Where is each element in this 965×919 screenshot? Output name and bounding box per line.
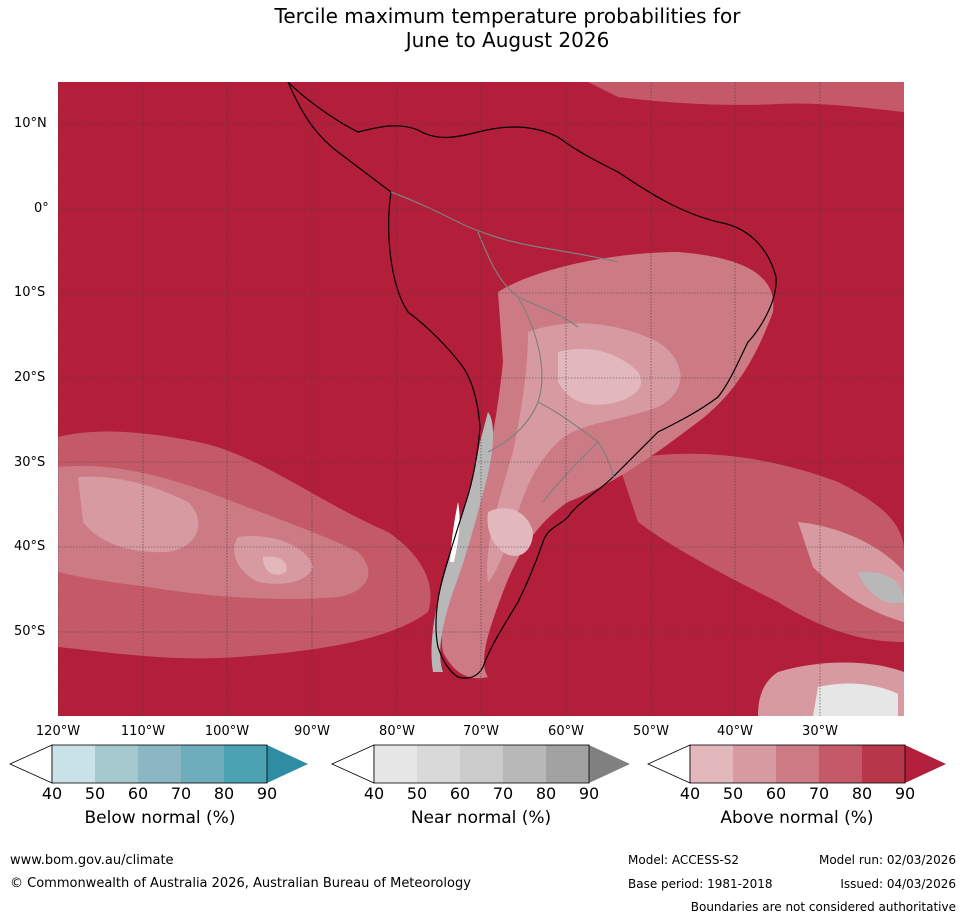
map-canvas xyxy=(57,81,904,716)
country-borders xyxy=(390,191,619,503)
lat-tick-4: 30°S xyxy=(14,455,46,470)
cbar-above-tick-3: 70 xyxy=(808,784,830,803)
title-line-2: June to August 2026 xyxy=(405,28,610,52)
cbar-near-tick-0: 40 xyxy=(363,784,385,803)
cbar-above-frame xyxy=(689,744,906,784)
south-atlantic-near-70 xyxy=(858,571,904,604)
lon-tick-9: 30°W xyxy=(802,724,838,739)
cbar-below-tick-0: 40 xyxy=(41,784,63,803)
cbar-near-tick-2: 60 xyxy=(449,784,471,803)
footer-base-period: Base period: 1981-2018 xyxy=(628,877,773,891)
lon-tick-5: 70°W xyxy=(463,724,499,739)
cbar-above-swatch-4 xyxy=(819,745,862,783)
lon-tick-6: 60°W xyxy=(548,724,584,739)
cbar-near-swatch-3 xyxy=(460,745,503,783)
footer-model: Model: ACCESS-S2 xyxy=(628,853,740,867)
southern-ocean-near-50 xyxy=(813,683,898,716)
cbar-below-tick-3: 70 xyxy=(170,784,192,803)
colorbar-below-normal xyxy=(9,744,308,784)
cbar-near-frame xyxy=(373,744,590,784)
lat-tick-3: 20°S xyxy=(14,370,46,385)
lon-tick-4: 80°W xyxy=(379,724,415,739)
cbar-below-swatch-5 xyxy=(224,745,267,783)
cbar-near-swatch-6 xyxy=(589,745,630,783)
cbar-above-tick-2: 60 xyxy=(765,784,787,803)
map-title: Tercile maximum temperature probabilitie… xyxy=(0,4,965,52)
lat-tick-2: 10°S xyxy=(14,285,46,300)
footer-model-run: Model run: 02/03/2026 xyxy=(818,853,956,867)
colorbar-near-normal xyxy=(331,744,630,784)
cbar-near-swatch-0 xyxy=(331,744,375,784)
cbar-above-tick-1: 50 xyxy=(722,784,744,803)
lon-tick-0: 120°W xyxy=(35,724,81,739)
lat-tick-6: 50°S xyxy=(14,624,46,639)
probability-map xyxy=(57,81,904,716)
cbar-below-label: Below normal (%) xyxy=(84,808,236,828)
cbar-above-tick-5: 90 xyxy=(894,784,916,803)
cbar-above-tick-4: 80 xyxy=(851,784,873,803)
south-atlantic-above-70 xyxy=(618,453,904,642)
cbar-below-swatch-2 xyxy=(95,745,138,783)
south-america-interior-above-60 xyxy=(441,252,774,679)
patagonia-above-40 xyxy=(487,508,533,556)
cbar-near-swatch-5 xyxy=(546,745,589,783)
pacific-region-above-50-west xyxy=(78,476,199,553)
cbar-below-tick-2: 60 xyxy=(127,784,149,803)
cbar-below-swatch-6 xyxy=(267,745,308,783)
cbar-near-tick-3: 70 xyxy=(492,784,514,803)
cbar-near-tick-4: 80 xyxy=(535,784,557,803)
cbar-near-tick-5: 90 xyxy=(578,784,600,803)
north-atlantic-above-70 xyxy=(588,82,904,112)
cbar-below-tick-4: 80 xyxy=(213,784,235,803)
cbar-above-swatch-3 xyxy=(776,745,819,783)
lat-tick-0: 10°N xyxy=(14,116,47,131)
cbar-near-swatch-4 xyxy=(503,745,546,783)
cbar-above-label: Above normal (%) xyxy=(720,808,874,828)
cbar-above-swatch-1 xyxy=(690,745,733,783)
lon-tick-7: 50°W xyxy=(633,724,669,739)
cbar-above-swatch-0 xyxy=(647,744,691,784)
cbar-above-swatch-5 xyxy=(862,745,905,783)
cbar-above-swatch-2 xyxy=(733,745,776,783)
cbar-below-swatch-0 xyxy=(9,744,53,784)
colorbar-above-normal xyxy=(647,744,946,784)
lat-tick-1: 0° xyxy=(34,201,49,216)
south-america-interior-above-40 xyxy=(558,348,642,405)
andes-near-normal-strip xyxy=(431,412,494,672)
cbar-above-swatch-6 xyxy=(905,745,946,783)
cbar-near-swatch-2 xyxy=(417,745,460,783)
footer-website[interactable]: www.bom.gov.au/climate xyxy=(10,853,174,868)
cbar-near-tick-1: 50 xyxy=(406,784,428,803)
pacific-region-above-40 xyxy=(263,556,287,575)
footer-disclaimer: Boundaries are not considered authoritat… xyxy=(690,900,956,914)
cbar-near-swatch-1 xyxy=(374,745,417,783)
lon-tick-8: 40°W xyxy=(717,724,753,739)
lat-tick-5: 40°S xyxy=(14,539,46,554)
cbar-near-label: Near normal (%) xyxy=(410,808,552,828)
cbar-below-swatch-1 xyxy=(52,745,95,783)
footer-copyright: © Commonwealth of Australia 2026, Austra… xyxy=(10,876,471,891)
lon-tick-1: 110°W xyxy=(120,724,166,739)
coastline xyxy=(287,81,777,679)
cbar-below-swatch-3 xyxy=(138,745,181,783)
lon-tick-3: 90°W xyxy=(294,724,330,739)
cbar-below-frame xyxy=(51,744,268,784)
footer-issued: Issued: 04/03/2026 xyxy=(840,877,956,891)
graticule xyxy=(57,82,904,716)
cbar-above-tick-0: 40 xyxy=(679,784,701,803)
title-line-1: Tercile maximum temperature probabilitie… xyxy=(274,4,741,28)
cbar-below-swatch-4 xyxy=(181,745,224,783)
cbar-below-tick-5: 90 xyxy=(256,784,278,803)
lon-tick-2: 100°W xyxy=(204,724,250,739)
cbar-below-tick-1: 50 xyxy=(84,784,106,803)
